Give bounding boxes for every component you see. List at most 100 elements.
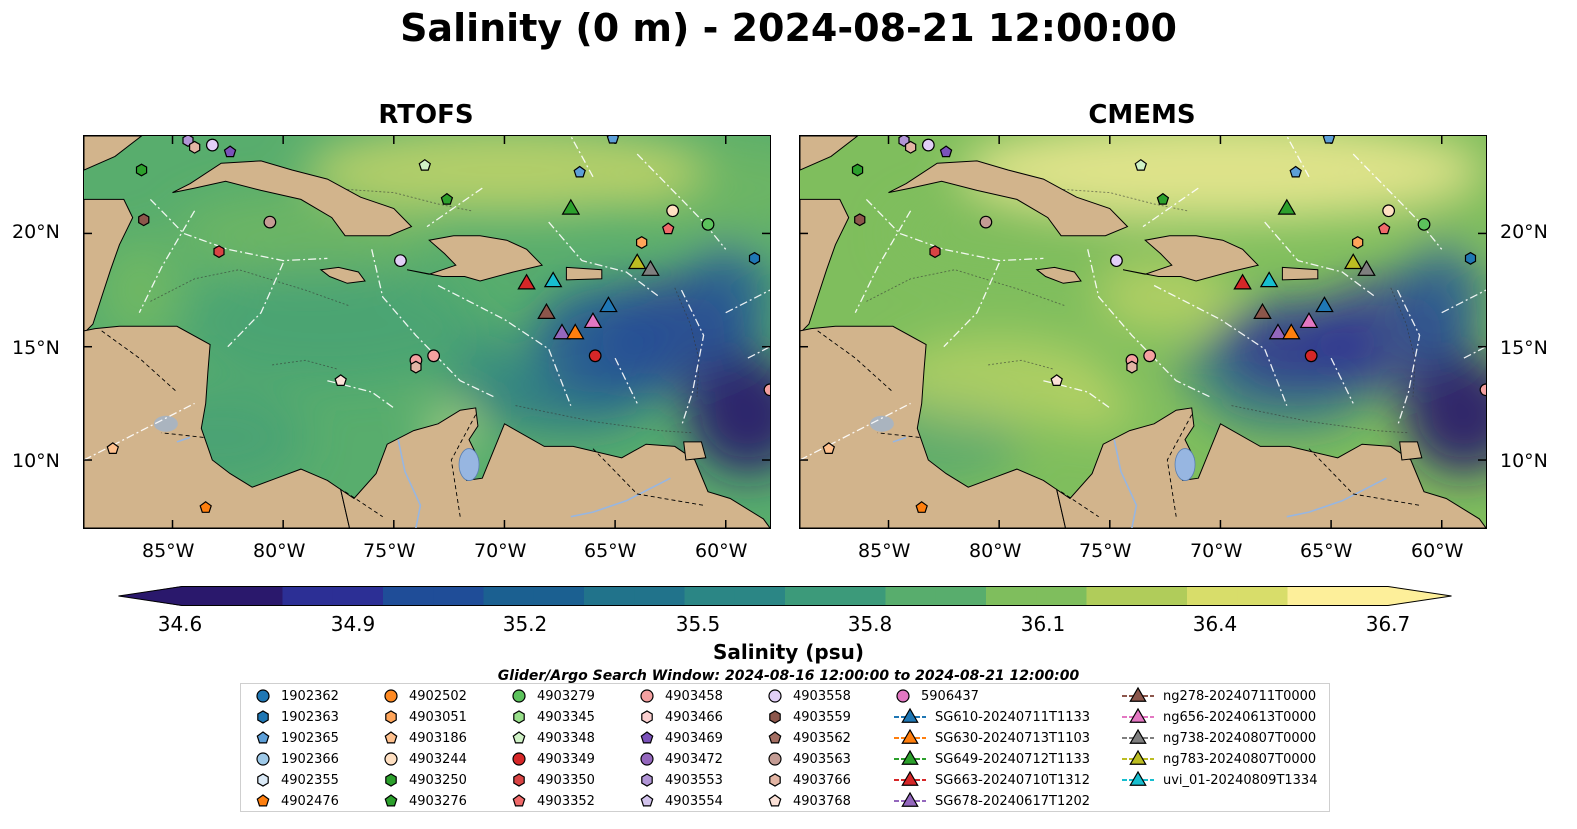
country-border [161, 432, 204, 438]
legend-entry: 1902362 [253, 686, 339, 706]
platform-marker-4903469 [223, 145, 237, 158]
lake-nicaragua [153, 415, 178, 432]
colorbar-segment [1337, 586, 1389, 606]
eez-boundary [1264, 221, 1376, 298]
platform-marker-4903768 [334, 374, 347, 386]
legend-marker-triangle-icon [1122, 770, 1154, 786]
colorbar-extend-high [1388, 586, 1452, 606]
country-border [344, 491, 383, 518]
eez-boundary [426, 187, 483, 228]
legend-entry: 4903768 [765, 791, 851, 811]
platform-marker-4903766 [1126, 360, 1138, 374]
land-puerto-rico [1281, 266, 1319, 281]
colorbar-segment [1287, 586, 1339, 606]
land-bahamas-edge [84, 136, 143, 171]
platform-marker-4903349 [1304, 349, 1318, 363]
legend-marker-hexagon-icon [641, 710, 653, 724]
legend-entry: 5906437 [893, 686, 979, 706]
river [176, 436, 191, 443]
colorbar-title: Salinity (psu) [712, 640, 864, 664]
legend-label: 4903352 [537, 793, 595, 809]
colorbar-segment [383, 586, 434, 606]
legend-label: 4903250 [409, 772, 467, 788]
figure-title: Salinity (0 m) - 2024-08-21 12:00:00 [400, 6, 1177, 50]
legend-marker-circle-icon [384, 689, 398, 703]
platform-marker-4903558 [921, 138, 935, 152]
legend-label: ng738-20240807T0000 [1163, 730, 1317, 746]
platform-marker-1902365 [573, 165, 586, 178]
legend-marker-circle-icon [384, 752, 398, 766]
colorbar-tick-label: 35.5 [675, 612, 721, 636]
legend-marker-pentagon-icon [640, 794, 654, 807]
legend-marker-triangle-icon [894, 749, 926, 765]
legend-marker-triangle-icon [1122, 728, 1154, 744]
legend-label: 5906437 [921, 688, 979, 704]
platform-marker-4903766 [904, 140, 917, 154]
colorbar-segment [282, 586, 334, 606]
land-trinidad [683, 441, 707, 461]
legend-entry: 4903348 [509, 728, 595, 748]
platform-marker-4903352 [661, 222, 675, 235]
legend-marker-circle-icon [768, 752, 782, 766]
legend-marker-triangle-icon [894, 770, 926, 786]
eez-boundary [1352, 153, 1443, 250]
platform-marker-ng278-20240711T0000 [537, 302, 556, 319]
platform-markers [822, 136, 1486, 513]
legend-entry: 4903558 [765, 686, 851, 706]
legend-marker-pentagon-icon [384, 794, 398, 807]
platform-marker-ng656-20240613T0000 [583, 311, 603, 329]
legend-marker-pentagon-icon [256, 731, 270, 744]
platform-marker-SG678-20240617T1202 [1268, 323, 1288, 340]
legend-label: 1902366 [281, 751, 339, 767]
platform-marker-4903558 [394, 254, 407, 268]
legend-label: SG630-20240713T1103 [935, 730, 1091, 746]
platform-marker-4903350 [929, 245, 941, 259]
legend-entry: 4903276 [381, 791, 467, 811]
colorbar-segment [1036, 586, 1088, 606]
legend-entry: uvi_01-20240809T1334 [1121, 770, 1317, 790]
legend-entry: 4902476 [253, 791, 339, 811]
legend-label: 4903469 [665, 730, 723, 746]
map-panel-cmems[interactable] [799, 135, 1487, 529]
colorbar-segment [433, 586, 485, 606]
legend-label: 4903553 [665, 772, 723, 788]
platform-marker-4903186 [106, 442, 120, 454]
platform-marker-ng656-20240613T0000 [1299, 311, 1319, 329]
legend-marker-circle-icon [640, 752, 654, 766]
legend-label: 4903768 [793, 793, 851, 809]
platform-marker-SG630-20240713T1103 [565, 323, 585, 340]
platform-marker-4903458 [1479, 383, 1486, 397]
legend-label: 4903559 [793, 709, 851, 725]
legend-entry: SG678-20240617T1202 [893, 791, 1090, 811]
platform-marker-ng783-20240807T0000 [1343, 253, 1363, 270]
platform-markers [106, 136, 770, 513]
river [892, 436, 907, 443]
river [1286, 477, 1387, 518]
platform-marker-4902476 [199, 501, 212, 513]
eez-boundary [1153, 284, 1288, 406]
platform-marker-4903051 [635, 236, 648, 249]
land-cuba [888, 160, 1129, 237]
land-jamaica [1035, 266, 1082, 284]
legend-marker-triangle-icon [1122, 686, 1154, 702]
legend-marker-triangle-icon [894, 728, 926, 744]
country-border [817, 330, 894, 393]
legend-marker-pentagon-icon [640, 731, 654, 744]
legend-label: 4903558 [793, 688, 851, 704]
legend-label: 4903458 [665, 688, 723, 704]
platform-marker-1902365 [606, 136, 620, 144]
platform-marker-ng738-20240807T0000 [641, 259, 660, 276]
eez-boundary [636, 153, 727, 250]
map-panel-rtofs[interactable] [83, 135, 771, 529]
legend-entry: 4903562 [765, 728, 851, 748]
salinity-colorbar [118, 586, 1452, 606]
legend-marker-hexagon-icon [385, 710, 397, 724]
platform-marker-4903250 [851, 163, 864, 177]
colorbar-segment [533, 586, 585, 606]
legend-label: 4903348 [537, 730, 595, 746]
colorbar-segment [935, 586, 987, 606]
colorbar-segment [684, 586, 736, 606]
legend-entry: SG610-20240711T1133 [893, 707, 1090, 727]
eez-boundary [138, 210, 196, 313]
platform-marker-4903244 [666, 204, 680, 218]
